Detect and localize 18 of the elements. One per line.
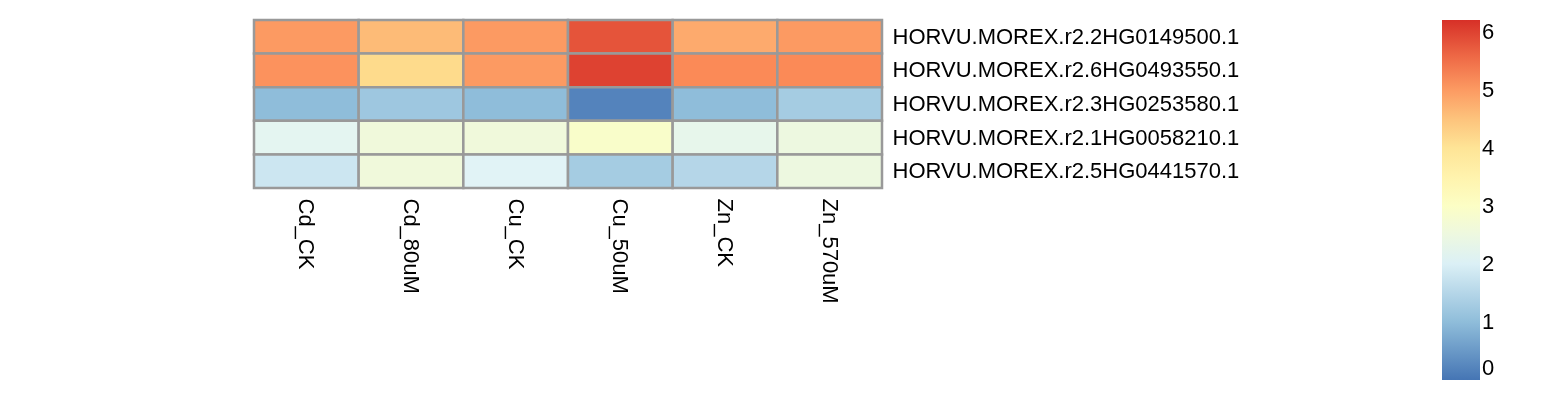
y-tick-label: HORVU.MOREX.r2.1HG0058210.1 bbox=[892, 124, 1240, 150]
x-tick-label: Zn_570uM bbox=[817, 198, 843, 304]
x-tick-label: Cu_50uM bbox=[608, 198, 634, 294]
color-bar-label: 5 bbox=[1482, 76, 1495, 102]
color-bar-label: 2 bbox=[1482, 250, 1495, 276]
y-tick-label: HORVU.MOREX.r2.3HG0253580.1 bbox=[892, 91, 1240, 116]
color-bar-label: 6 bbox=[1482, 18, 1495, 44]
y-tick-label: HORVU.MOREX.r2.5HG0441570.1 bbox=[892, 158, 1240, 184]
y-tick-label: HORVU.MOREX.r2.2HG0149500.1 bbox=[892, 23, 1240, 49]
color-bar-label: 3 bbox=[1482, 192, 1495, 218]
color-bar-label: 4 bbox=[1482, 134, 1495, 160]
x-tick-label: Cd_CK bbox=[294, 198, 320, 270]
x-tick-label: Cd_80uM bbox=[399, 198, 424, 294]
color-bar-label: 1 bbox=[1482, 308, 1495, 334]
y-tick-label: HORVU.MOREX.r2.6HG0493550.1 bbox=[892, 57, 1240, 83]
x-tick-label: Zn_CK bbox=[713, 198, 738, 268]
color-bar-label: 0 bbox=[1482, 355, 1495, 380]
x-tick-label: Cu_CK bbox=[503, 198, 529, 270]
